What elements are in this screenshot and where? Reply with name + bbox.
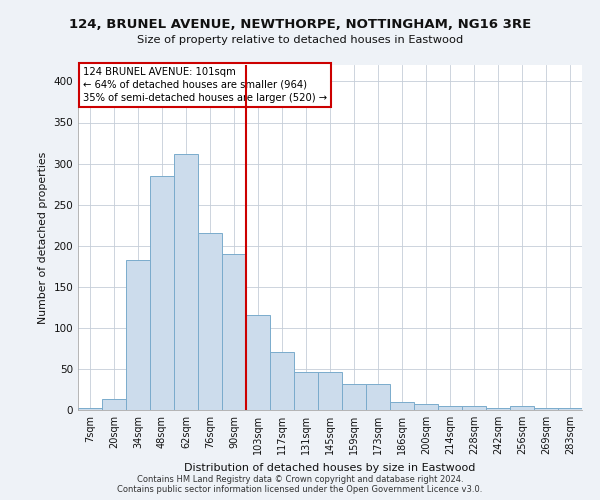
Bar	[294, 372, 318, 410]
Bar	[174, 154, 198, 410]
Y-axis label: Number of detached properties: Number of detached properties	[38, 152, 48, 324]
Bar	[366, 384, 390, 410]
Bar	[318, 372, 342, 410]
Text: 124, BRUNEL AVENUE, NEWTHORPE, NOTTINGHAM, NG16 3RE: 124, BRUNEL AVENUE, NEWTHORPE, NOTTINGHA…	[69, 18, 531, 30]
X-axis label: Distribution of detached houses by size in Eastwood: Distribution of detached houses by size …	[184, 462, 476, 472]
Bar	[78, 408, 102, 410]
Bar	[558, 408, 582, 410]
Text: 124 BRUNEL AVENUE: 101sqm
← 64% of detached houses are smaller (964)
35% of semi: 124 BRUNEL AVENUE: 101sqm ← 64% of detac…	[83, 66, 327, 103]
Bar	[462, 406, 486, 410]
Bar	[438, 406, 462, 410]
Bar	[198, 232, 222, 410]
Bar	[342, 384, 366, 410]
Bar	[390, 402, 414, 410]
Bar	[222, 254, 246, 410]
Bar	[534, 408, 558, 410]
Text: Size of property relative to detached houses in Eastwood: Size of property relative to detached ho…	[137, 35, 463, 45]
Bar	[126, 260, 150, 410]
Bar	[102, 398, 126, 410]
Bar	[414, 404, 438, 410]
Bar	[486, 408, 510, 410]
Bar	[270, 352, 294, 410]
Bar	[246, 314, 270, 410]
Bar	[510, 406, 534, 410]
Text: Contains HM Land Registry data © Crown copyright and database right 2024.
Contai: Contains HM Land Registry data © Crown c…	[118, 474, 482, 494]
Bar	[150, 176, 174, 410]
